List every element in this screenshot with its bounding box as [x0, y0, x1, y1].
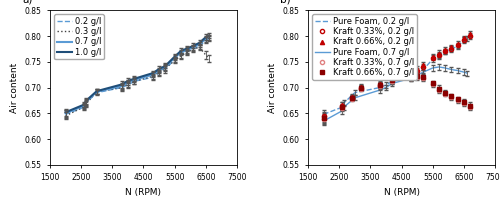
Y-axis label: Air content: Air content [10, 62, 19, 113]
Y-axis label: Air content: Air content [268, 62, 277, 113]
X-axis label: N (RPM): N (RPM) [126, 188, 162, 197]
X-axis label: N (RPM): N (RPM) [384, 188, 420, 197]
Text: a): a) [22, 0, 32, 4]
Text: b): b) [280, 0, 290, 4]
Legend: 0.2 g/l, 0.3 g/l, 0.7 g/l, 1.0 g/l: 0.2 g/l, 0.3 g/l, 0.7 g/l, 1.0 g/l [54, 14, 104, 59]
Legend: Pure Foam, 0.2 g/l, Kraft 0.33%, 0.2 g/l, Kraft 0.66%, 0.2 g/l, Pure Foam, 0.7 g: Pure Foam, 0.2 g/l, Kraft 0.33%, 0.2 g/l… [312, 14, 417, 80]
